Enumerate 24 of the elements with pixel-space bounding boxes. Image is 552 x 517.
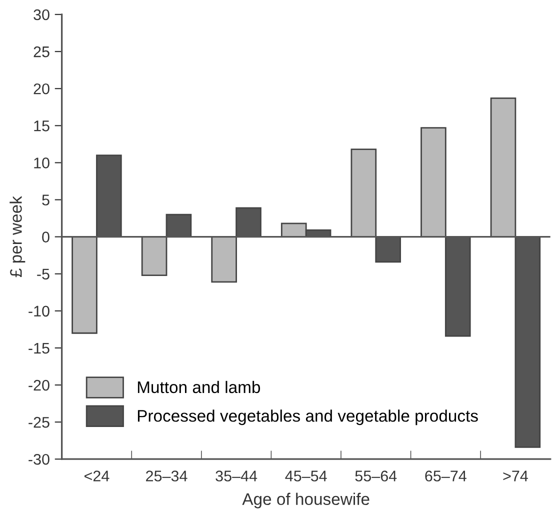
y-tick-label: -25 — [28, 416, 50, 428]
y-tick-label: 0 — [42, 232, 50, 242]
legend-label: Processed vegetables and vegetable products — [138, 410, 478, 426]
y-tick-label: 25 — [34, 46, 50, 58]
x-axis-title: Age of housewife — [242, 492, 370, 508]
y-tick-label: 10 — [34, 158, 50, 168]
x-tick-label: >74 — [503, 470, 528, 482]
y-tick-label: -15 — [28, 342, 50, 354]
y-tick-label: -30 — [28, 454, 50, 465]
x-tick-label: <24 — [84, 470, 110, 482]
legend-label: Mutton and lamb — [138, 380, 260, 394]
x-tick-label: 55–64 — [355, 470, 397, 482]
y-tick-label: 15 — [34, 120, 50, 132]
x-tick-label: 45–54 — [285, 470, 327, 482]
y-tick-label: 30 — [34, 9, 50, 20]
x-tick-label: 35–44 — [216, 470, 258, 482]
x-tick-label: 25–34 — [146, 470, 188, 482]
y-tick-label: 20 — [34, 83, 50, 94]
y-tick-label: -10 — [28, 306, 50, 317]
y-tick-label: -5 — [37, 268, 50, 280]
y-axis-title: £ per week — [10, 196, 26, 278]
x-tick-label: 65–74 — [425, 470, 466, 482]
y-tick-label: 5 — [42, 194, 50, 206]
y-tick-label: -20 — [28, 380, 50, 391]
